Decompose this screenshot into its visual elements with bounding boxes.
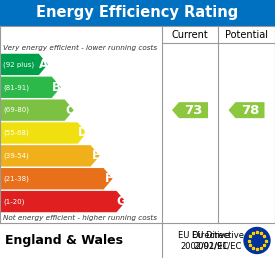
Text: (55-68): (55-68) <box>3 130 29 136</box>
Circle shape <box>244 228 270 254</box>
Text: D: D <box>78 126 87 140</box>
Text: EU Directive
2002/91/EC: EU Directive 2002/91/EC <box>192 231 244 250</box>
Text: Current: Current <box>172 29 208 39</box>
Bar <box>0 0 275 26</box>
Text: F: F <box>104 172 112 185</box>
Polygon shape <box>0 191 126 212</box>
Polygon shape <box>0 168 112 189</box>
Text: G: G <box>117 195 126 208</box>
Text: EU Directive
2002/91/EC: EU Directive 2002/91/EC <box>178 231 230 250</box>
Text: (39-54): (39-54) <box>3 153 29 159</box>
Text: (21-38): (21-38) <box>3 175 29 182</box>
Polygon shape <box>0 100 74 121</box>
Text: B: B <box>52 81 61 94</box>
Polygon shape <box>0 122 87 144</box>
Text: (81-91): (81-91) <box>3 84 29 91</box>
Polygon shape <box>0 54 48 75</box>
Text: E: E <box>92 149 100 162</box>
Text: Very energy efficient - lower running costs: Very energy efficient - lower running co… <box>3 45 157 51</box>
Text: England & Wales: England & Wales <box>5 234 123 247</box>
Polygon shape <box>229 102 265 118</box>
Text: Energy Efficiency Rating: Energy Efficiency Rating <box>36 5 239 20</box>
Text: 78: 78 <box>241 104 259 117</box>
Text: (69-80): (69-80) <box>3 107 29 114</box>
Text: (1-20): (1-20) <box>3 198 24 205</box>
Polygon shape <box>0 145 100 166</box>
Polygon shape <box>0 77 61 98</box>
Text: Not energy efficient - higher running costs: Not energy efficient - higher running co… <box>3 215 157 221</box>
Text: A: A <box>39 58 48 71</box>
Text: C: C <box>65 104 74 117</box>
Polygon shape <box>172 102 208 118</box>
Text: Potential: Potential <box>225 29 268 39</box>
Text: 73: 73 <box>184 104 203 117</box>
Text: (92 plus): (92 plus) <box>3 61 34 68</box>
